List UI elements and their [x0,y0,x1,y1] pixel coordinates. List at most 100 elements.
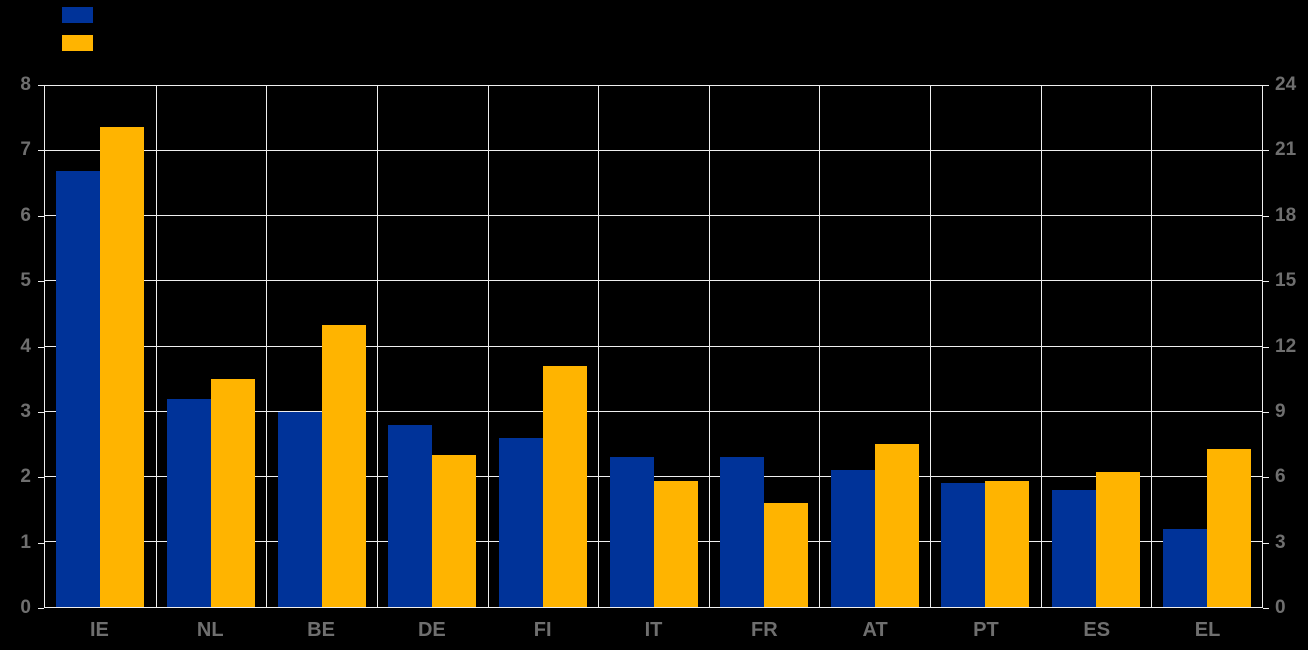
yleft-label-6: 6 [20,205,31,226]
yright-label-21: 21 [1275,139,1297,160]
bar-blue-series-de [388,424,433,607]
bar-yellow-series-el [1206,448,1251,607]
yleft-tick-7 [38,150,44,151]
bar-blue-series-el [1162,528,1207,607]
gridline-x-2 [266,86,268,607]
bar-group-de [377,86,488,607]
gridline-x-9 [1040,86,1042,607]
bar-group-nl [156,86,267,607]
yright-tick-15 [1263,281,1269,282]
x-category-label-fi: FI [533,619,552,641]
yleft-label-1: 1 [20,532,31,553]
bar-yellow-series-de [432,455,477,607]
yright-tick-21 [1263,150,1269,151]
bar-group-at [819,86,930,607]
yleft-label-4: 4 [20,336,31,357]
yright-label-18: 18 [1275,205,1297,226]
bar-yellow-series-nl [210,379,255,607]
yright-label-12: 12 [1275,336,1297,357]
yleft-tick-0 [38,608,44,609]
x-category-label-es: ES [1083,619,1111,641]
bar-blue-series-es [1052,489,1097,607]
yright-tick-24 [1263,85,1269,86]
gridline-x-3 [376,86,378,607]
yright-tick-3 [1263,543,1269,544]
x-category-label-at: AT [862,619,888,641]
yleft-label-3: 3 [20,401,31,422]
yleft-label-7: 7 [20,139,31,160]
bar-yellow-series-pt [985,481,1030,607]
x-category-label-el: EL [1194,619,1221,641]
yleft-tick-1 [38,543,44,544]
yright-label-15: 15 [1275,270,1297,291]
gridline-x-7 [819,86,821,607]
yleft-tick-2 [38,477,44,478]
yleft-label-8: 8 [20,74,31,95]
gridline-x-5 [598,86,600,607]
yright-label-6: 6 [1275,466,1286,487]
legend-swatch-blue-series [62,7,93,23]
bar-group-be [266,86,377,607]
x-category-label-ie: IE [89,619,109,641]
x-category-label-it: IT [644,619,663,641]
bar-group-es [1041,86,1152,607]
yleft-tick-6 [38,216,44,217]
bar-yellow-series-ie [100,127,145,607]
yleft-tick-8 [38,85,44,86]
bar-blue-series-fr [720,457,765,607]
bar-group-fi [488,86,599,607]
bar-blue-series-nl [166,398,211,607]
gridline-y-7 [45,150,1262,152]
x-category-label-pt: PT [973,619,999,641]
yright-label-24: 24 [1275,74,1297,95]
gridline-y-5 [45,280,1262,282]
bar-blue-series-pt [941,483,986,607]
gridline-y-3 [45,410,1262,412]
x-category-label-fr: FR [750,619,778,641]
x-category-label-be: BE [307,619,335,641]
yright-tick-9 [1263,412,1269,413]
x-axis-labels: IE NL BE DE FI IT FR AT PT ES EL [44,619,1263,645]
bar-blue-series-at [830,470,875,607]
yright-label-3: 3 [1275,532,1286,553]
yleft-tick-5 [38,281,44,282]
yright-tick-12 [1263,347,1269,348]
gridline-x-8 [930,86,932,607]
yright-tick-6 [1263,477,1269,478]
yright-label-9: 9 [1275,401,1286,422]
bar-group-pt [930,86,1041,607]
yleft-label-5: 5 [20,270,31,291]
bar-group-el [1151,86,1262,607]
bar-yellow-series-it [653,481,698,607]
x-category-label-nl: NL [196,619,224,641]
plot-area [44,85,1263,608]
bar-yellow-series-es [1096,472,1141,607]
bar-blue-series-ie [56,170,101,607]
bar-groups [45,86,1262,607]
bar-group-it [598,86,709,607]
bar-yellow-series-fi [542,366,587,607]
gridline-x-10 [1151,86,1153,607]
yleft-label-2: 2 [20,466,31,487]
gridline-x-4 [487,86,489,607]
bar-blue-series-be [277,411,322,607]
bar-yellow-series-fr [764,502,809,607]
bar-yellow-series-be [321,324,366,607]
yleft-label-0: 0 [20,597,31,618]
yleft-tick-4 [38,347,44,348]
legend [62,7,102,57]
yright-tick-18 [1263,216,1269,217]
gridline-x-6 [708,86,710,607]
yleft-tick-3 [38,412,44,413]
yright-tick-0 [1263,608,1269,609]
bar-group-ie [45,86,156,607]
yright-label-0: 0 [1275,597,1286,618]
bar-group-fr [709,86,820,607]
gridline-x-1 [155,86,157,607]
bar-blue-series-it [609,457,654,607]
x-category-label-de: DE [417,619,446,641]
gridline-y-4 [45,345,1262,347]
bar-yellow-series-at [874,444,919,607]
bar-blue-series-fi [498,437,543,607]
